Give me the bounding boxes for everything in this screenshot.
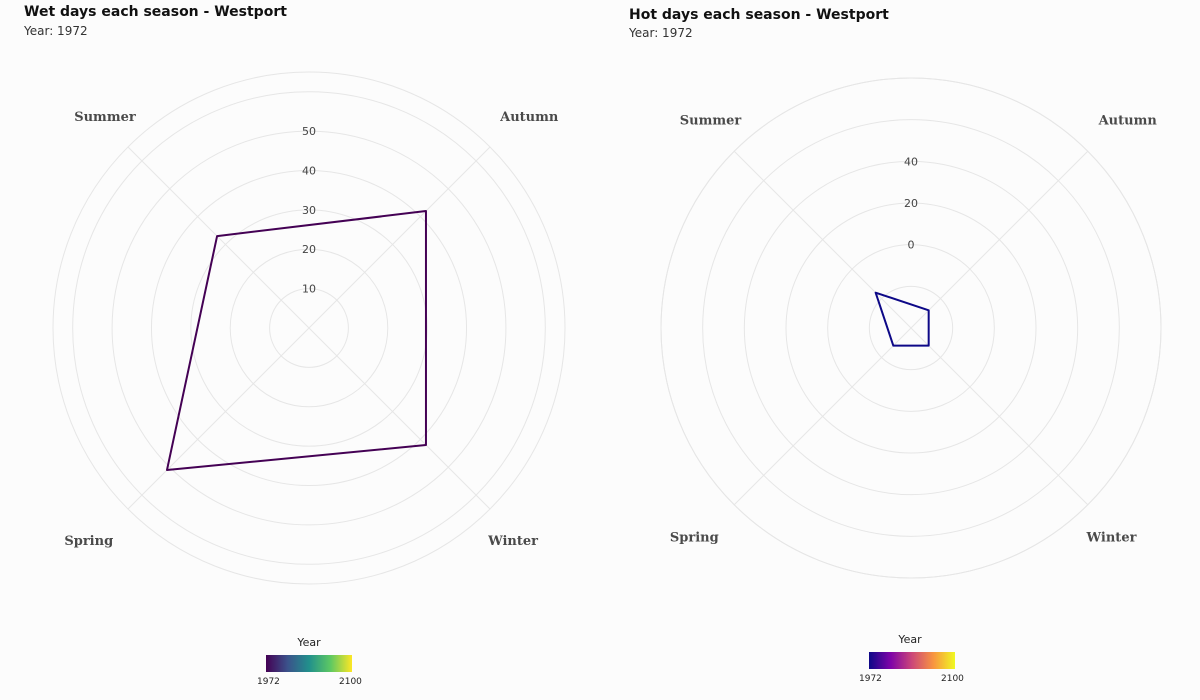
chart-subtitle: Year: 1972	[24, 24, 88, 38]
color-scale-bar	[266, 655, 352, 672]
grid-spoke	[733, 150, 912, 329]
grid-ring	[150, 169, 468, 487]
grid-ring	[229, 248, 389, 408]
category-label-summer: Summer	[680, 113, 742, 128]
series-polygon-1972	[874, 291, 930, 347]
grid-spoke	[308, 146, 491, 329]
grid-ring	[785, 202, 1037, 454]
legend-max-label: 2100	[339, 677, 362, 687]
grid-ring-outer	[660, 77, 1162, 579]
grid-ring	[827, 244, 995, 412]
grid-ring-outer	[52, 71, 566, 585]
grid-ring	[111, 130, 507, 526]
radial-tick-label: 10	[302, 283, 316, 296]
category-label-winter: Winter	[1086, 531, 1137, 546]
grid-spoke	[127, 146, 310, 329]
grid-ring	[743, 160, 1079, 496]
series-polygon-1972	[165, 210, 427, 472]
legend-title: Year	[297, 636, 321, 649]
chart-title: Hot days each season - Westport	[629, 7, 889, 23]
radial-tick-label: 40	[302, 164, 316, 177]
category-label-winter: Winter	[487, 534, 538, 549]
wet-days-panel: Wet days each season - Westport Year: 19…	[24, 4, 566, 687]
radial-tick-label: 50	[302, 125, 316, 138]
chart-subtitle: Year: 1972	[629, 26, 693, 40]
grid-ring	[868, 285, 954, 371]
radial-tick-label: 20	[904, 197, 918, 210]
chart-title: Wet days each season - Westport	[24, 4, 287, 20]
category-label-autumn: Autumn	[499, 110, 559, 125]
grid-spoke	[127, 327, 310, 510]
category-label-autumn: Autumn	[1098, 113, 1158, 128]
grid-ring	[72, 91, 546, 565]
grid-spoke	[308, 327, 491, 510]
grid-spoke	[733, 327, 912, 506]
hot-days-panel: Hot days each season - Westport Year: 19…	[604, 0, 1200, 700]
legend-title: Year	[898, 633, 922, 646]
category-label-summer: Summer	[74, 110, 136, 125]
grid-spoke	[910, 327, 1089, 506]
grid-ring	[269, 288, 349, 368]
radial-tick-label: 0	[908, 239, 915, 252]
legend-max-label: 2100	[941, 674, 964, 684]
color-scale-bar	[869, 652, 955, 669]
radial-tick-label: 20	[302, 243, 316, 256]
wet-days-radar-chart: 10 20 30 40 50 Summer Autumn Winter Spring	[52, 71, 566, 585]
radial-tick-label: 40	[904, 155, 918, 168]
grid-ring	[190, 209, 428, 447]
grid-ring	[702, 119, 1120, 537]
radial-tick-label: 30	[302, 204, 316, 217]
category-label-spring: Spring	[670, 531, 719, 546]
hot-days-radar-chart: 0 20 40 Summer Autumn Winter Spring	[660, 77, 1162, 579]
category-label-spring: Spring	[64, 534, 113, 549]
legend-min-label: 1972	[257, 677, 280, 687]
legend-min-label: 1972	[859, 674, 882, 684]
grid-spoke	[910, 150, 1089, 329]
